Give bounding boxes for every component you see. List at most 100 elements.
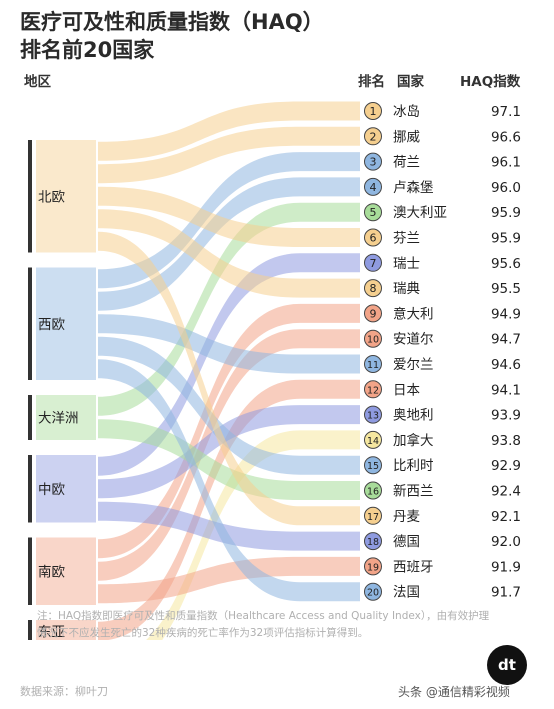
table-row: 20 法国 91.7 <box>364 582 521 601</box>
table-row: 6 芬兰 95.9 <box>364 228 521 247</box>
region-bar <box>28 537 32 605</box>
region-label: 西欧 <box>38 317 65 333</box>
rank-badge <box>364 405 382 424</box>
table-row: 14 加拿大 93.8 <box>364 430 521 449</box>
title-line-1: 医疗可及性和质量指数（HAQ） <box>20 10 324 34</box>
country-header: 国家 <box>397 74 424 90</box>
title-line-2: 排名前20国家 <box>20 38 155 62</box>
rank-number: 2 <box>370 130 377 143</box>
country-name: 安道尔 <box>393 332 434 348</box>
rank-number: 8 <box>370 282 377 295</box>
ribbon-德国 <box>98 501 360 551</box>
country-name: 法国 <box>393 585 420 601</box>
sankey-chart: 北欧西欧大洋洲中欧南欧东亚北美1冰岛97.12挪威96.63荷兰96.14卢森堡… <box>28 101 521 640</box>
dt-logo: dt <box>487 645 527 685</box>
rank-number: 3 <box>370 156 377 169</box>
rank-badge <box>364 279 382 298</box>
rank-number: 5 <box>370 206 377 219</box>
table-row: 7 瑞士 95.6 <box>364 253 521 272</box>
ribbon-比利时 <box>98 336 360 475</box>
region-block <box>36 455 96 523</box>
rank-badge <box>364 152 382 171</box>
ribbon-安道尔 <box>98 329 360 581</box>
rank-number: 7 <box>370 257 377 270</box>
watermark: 头条 @通信精彩视频 <box>398 685 510 699</box>
haq-value: 91.7 <box>491 585 521 601</box>
table-row: 12 日本 94.1 <box>364 380 521 399</box>
rank-number: 9 <box>370 307 377 320</box>
haq-value: 94.9 <box>491 306 521 322</box>
haq-value: 95.9 <box>491 231 521 247</box>
rank-number: 10 <box>367 335 379 346</box>
country-name: 德国 <box>393 534 420 550</box>
region-大洋洲: 大洋洲 <box>28 395 96 440</box>
rank-number: 18 <box>367 537 379 548</box>
rank-badge <box>364 456 382 475</box>
ribbon-奥地利 <box>98 405 360 499</box>
region-bar <box>28 620 32 640</box>
rank-number: 17 <box>367 512 379 523</box>
haq-value: 94.1 <box>491 382 521 398</box>
table-row: 17 丹麦 92.1 <box>364 506 521 525</box>
region-bar <box>28 455 32 523</box>
haq-value: 96.0 <box>491 180 521 196</box>
ribbon-瑞士 <box>98 253 360 476</box>
haq-value: 95.5 <box>491 281 521 297</box>
haq-value: 96.1 <box>491 155 521 171</box>
region-南欧: 南欧 <box>28 537 96 605</box>
rank-badge <box>364 329 382 348</box>
haq-header: HAQ指数 <box>460 74 521 90</box>
country-name: 芬兰 <box>393 231 420 247</box>
ribbon-卢森堡 <box>98 177 360 311</box>
country-name: 挪威 <box>393 129 420 145</box>
table-row: 5 澳大利亚 95.9 <box>364 203 521 222</box>
chart-title: 医疗可及性和质量指数（HAQ） 排名前20国家 <box>20 8 324 64</box>
haq-value: 93.9 <box>491 408 521 424</box>
region-label: 北欧 <box>38 189 65 205</box>
region-北欧: 北欧 <box>28 140 96 253</box>
country-name: 奥地利 <box>393 407 434 424</box>
ribbon-瑞典 <box>98 209 360 298</box>
haq-value: 94.6 <box>491 357 521 373</box>
haq-value: 92.1 <box>491 509 521 525</box>
table-row: 16 新西兰 92.4 <box>364 481 521 500</box>
country-name: 瑞典 <box>393 281 420 297</box>
rank-badge <box>364 203 382 222</box>
haq-value: 94.7 <box>491 332 521 348</box>
region-block <box>36 267 96 380</box>
rank-number: 16 <box>367 487 379 498</box>
rank-badge <box>364 532 382 551</box>
ribbon-荷兰 <box>98 152 360 289</box>
table-row: 3 荷兰 96.1 <box>364 152 521 171</box>
ribbons <box>98 101 360 640</box>
haq-value: 92.0 <box>491 534 521 550</box>
rank-number: 19 <box>367 562 379 573</box>
region-label: 中欧 <box>38 482 65 498</box>
table-row: 10 安道尔 94.7 <box>364 329 521 348</box>
rank-badge <box>364 102 382 120</box>
ribbon-爱尔兰 <box>98 314 360 374</box>
ribbon-芬兰 <box>98 186 360 247</box>
rank-number: 6 <box>370 232 377 245</box>
region-block <box>36 140 96 253</box>
region-block <box>36 620 96 640</box>
region-header: 地区 <box>24 74 51 90</box>
rank-badge <box>364 582 382 601</box>
ribbon-加拿大 <box>145 430 360 640</box>
rank-number: 14 <box>367 436 379 447</box>
haq-value: 92.4 <box>491 484 521 500</box>
haq-value: 92.9 <box>491 458 521 474</box>
table-row: 2 挪威 96.6 <box>364 127 521 146</box>
ribbon-澳大利亚 <box>98 202 360 416</box>
rank-number: 20 <box>367 588 379 599</box>
country-name: 日本 <box>393 382 420 398</box>
table-row: 4 卢森堡 96.0 <box>364 177 521 196</box>
country-name: 荷兰 <box>393 155 420 171</box>
ribbon-丹麦 <box>98 231 360 526</box>
country-name: 加拿大 <box>393 432 434 449</box>
country-name: 瑞士 <box>393 256 420 272</box>
haq-value: 95.6 <box>491 256 521 272</box>
rank-badge <box>364 304 382 323</box>
table-row: 15 比利时 92.9 <box>364 456 521 475</box>
footnote: 注：HAQ指数即医疗可及性和质量指数（Healthcare Access and… <box>37 610 490 639</box>
